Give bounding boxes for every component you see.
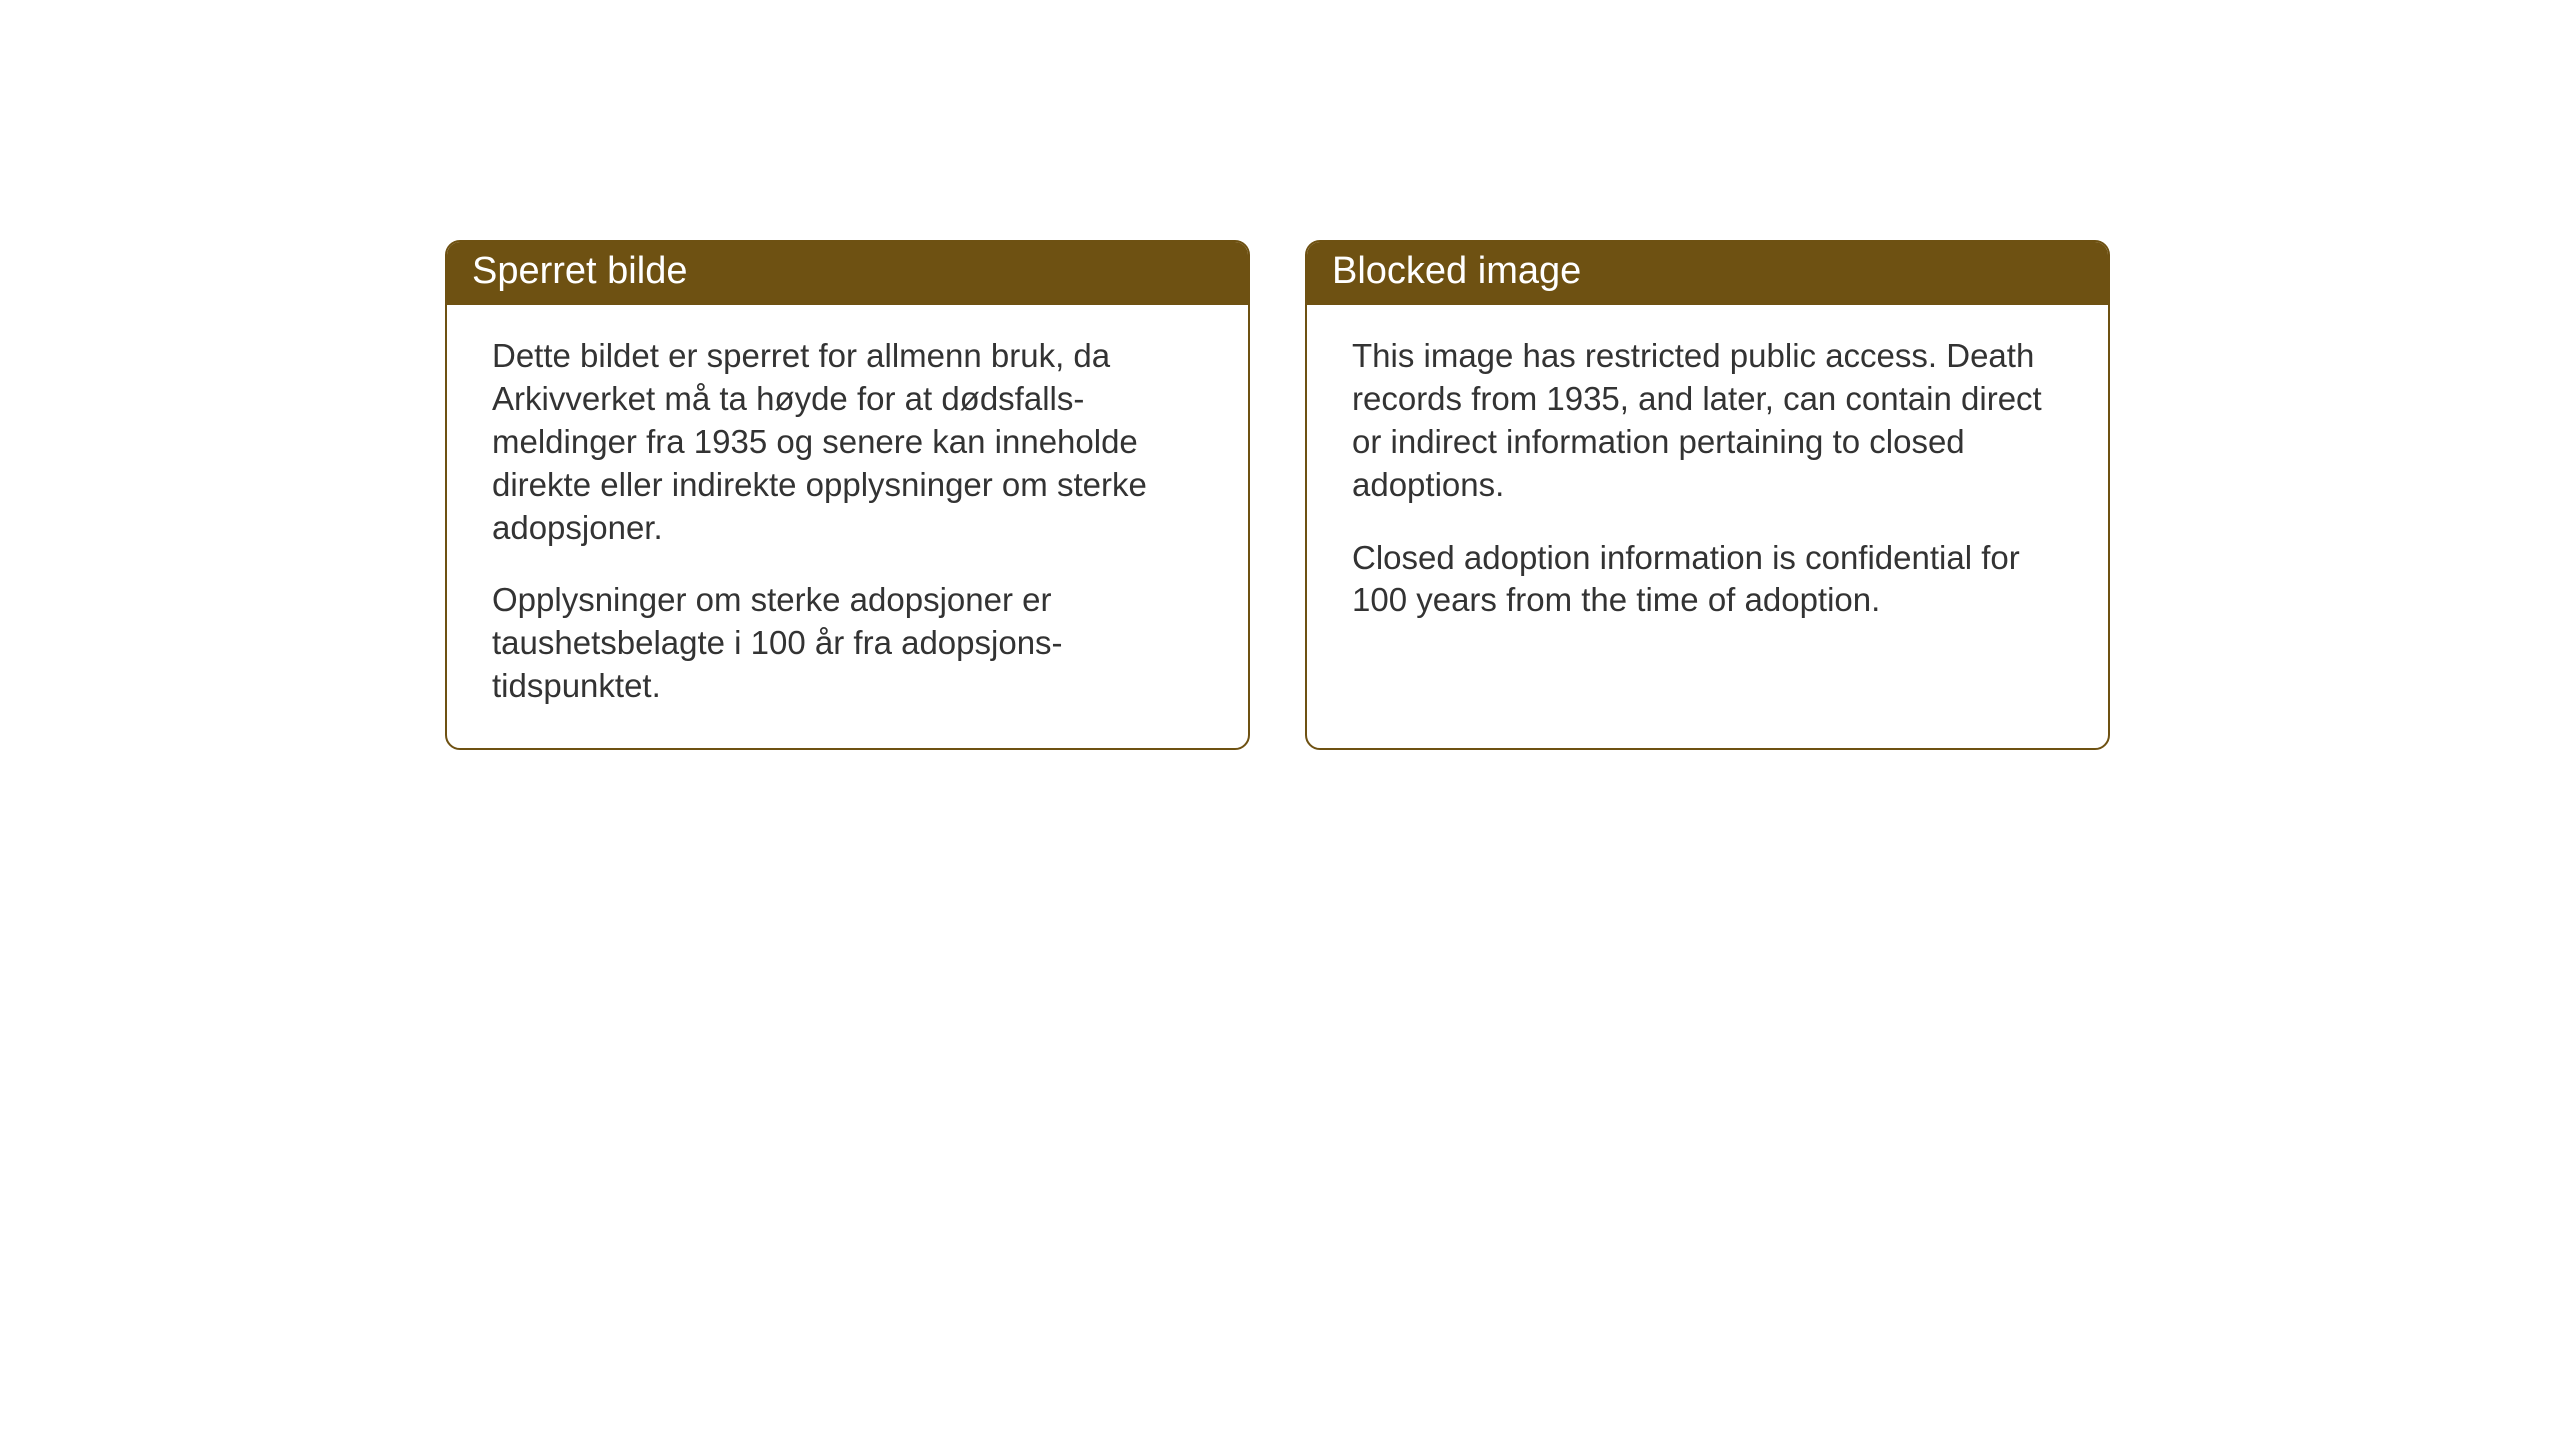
notice-header-norwegian: Sperret bilde — [447, 242, 1248, 305]
notice-paragraph-2-english: Closed adoption information is confident… — [1352, 537, 2068, 623]
notice-card-english: Blocked image This image has restricted … — [1305, 240, 2110, 750]
notice-paragraph-1-english: This image has restricted public access.… — [1352, 335, 2068, 507]
notice-cards-container: Sperret bilde Dette bildet er sperret fo… — [445, 240, 2110, 750]
notice-card-norwegian: Sperret bilde Dette bildet er sperret fo… — [445, 240, 1250, 750]
notice-body-english: This image has restricted public access.… — [1307, 305, 2108, 657]
notice-paragraph-1-norwegian: Dette bildet er sperret for allmenn bruk… — [492, 335, 1208, 549]
notice-header-english: Blocked image — [1307, 242, 2108, 305]
notice-body-norwegian: Dette bildet er sperret for allmenn bruk… — [447, 305, 1248, 743]
notice-paragraph-2-norwegian: Opplysninger om sterke adopsjoner er tau… — [492, 579, 1208, 708]
